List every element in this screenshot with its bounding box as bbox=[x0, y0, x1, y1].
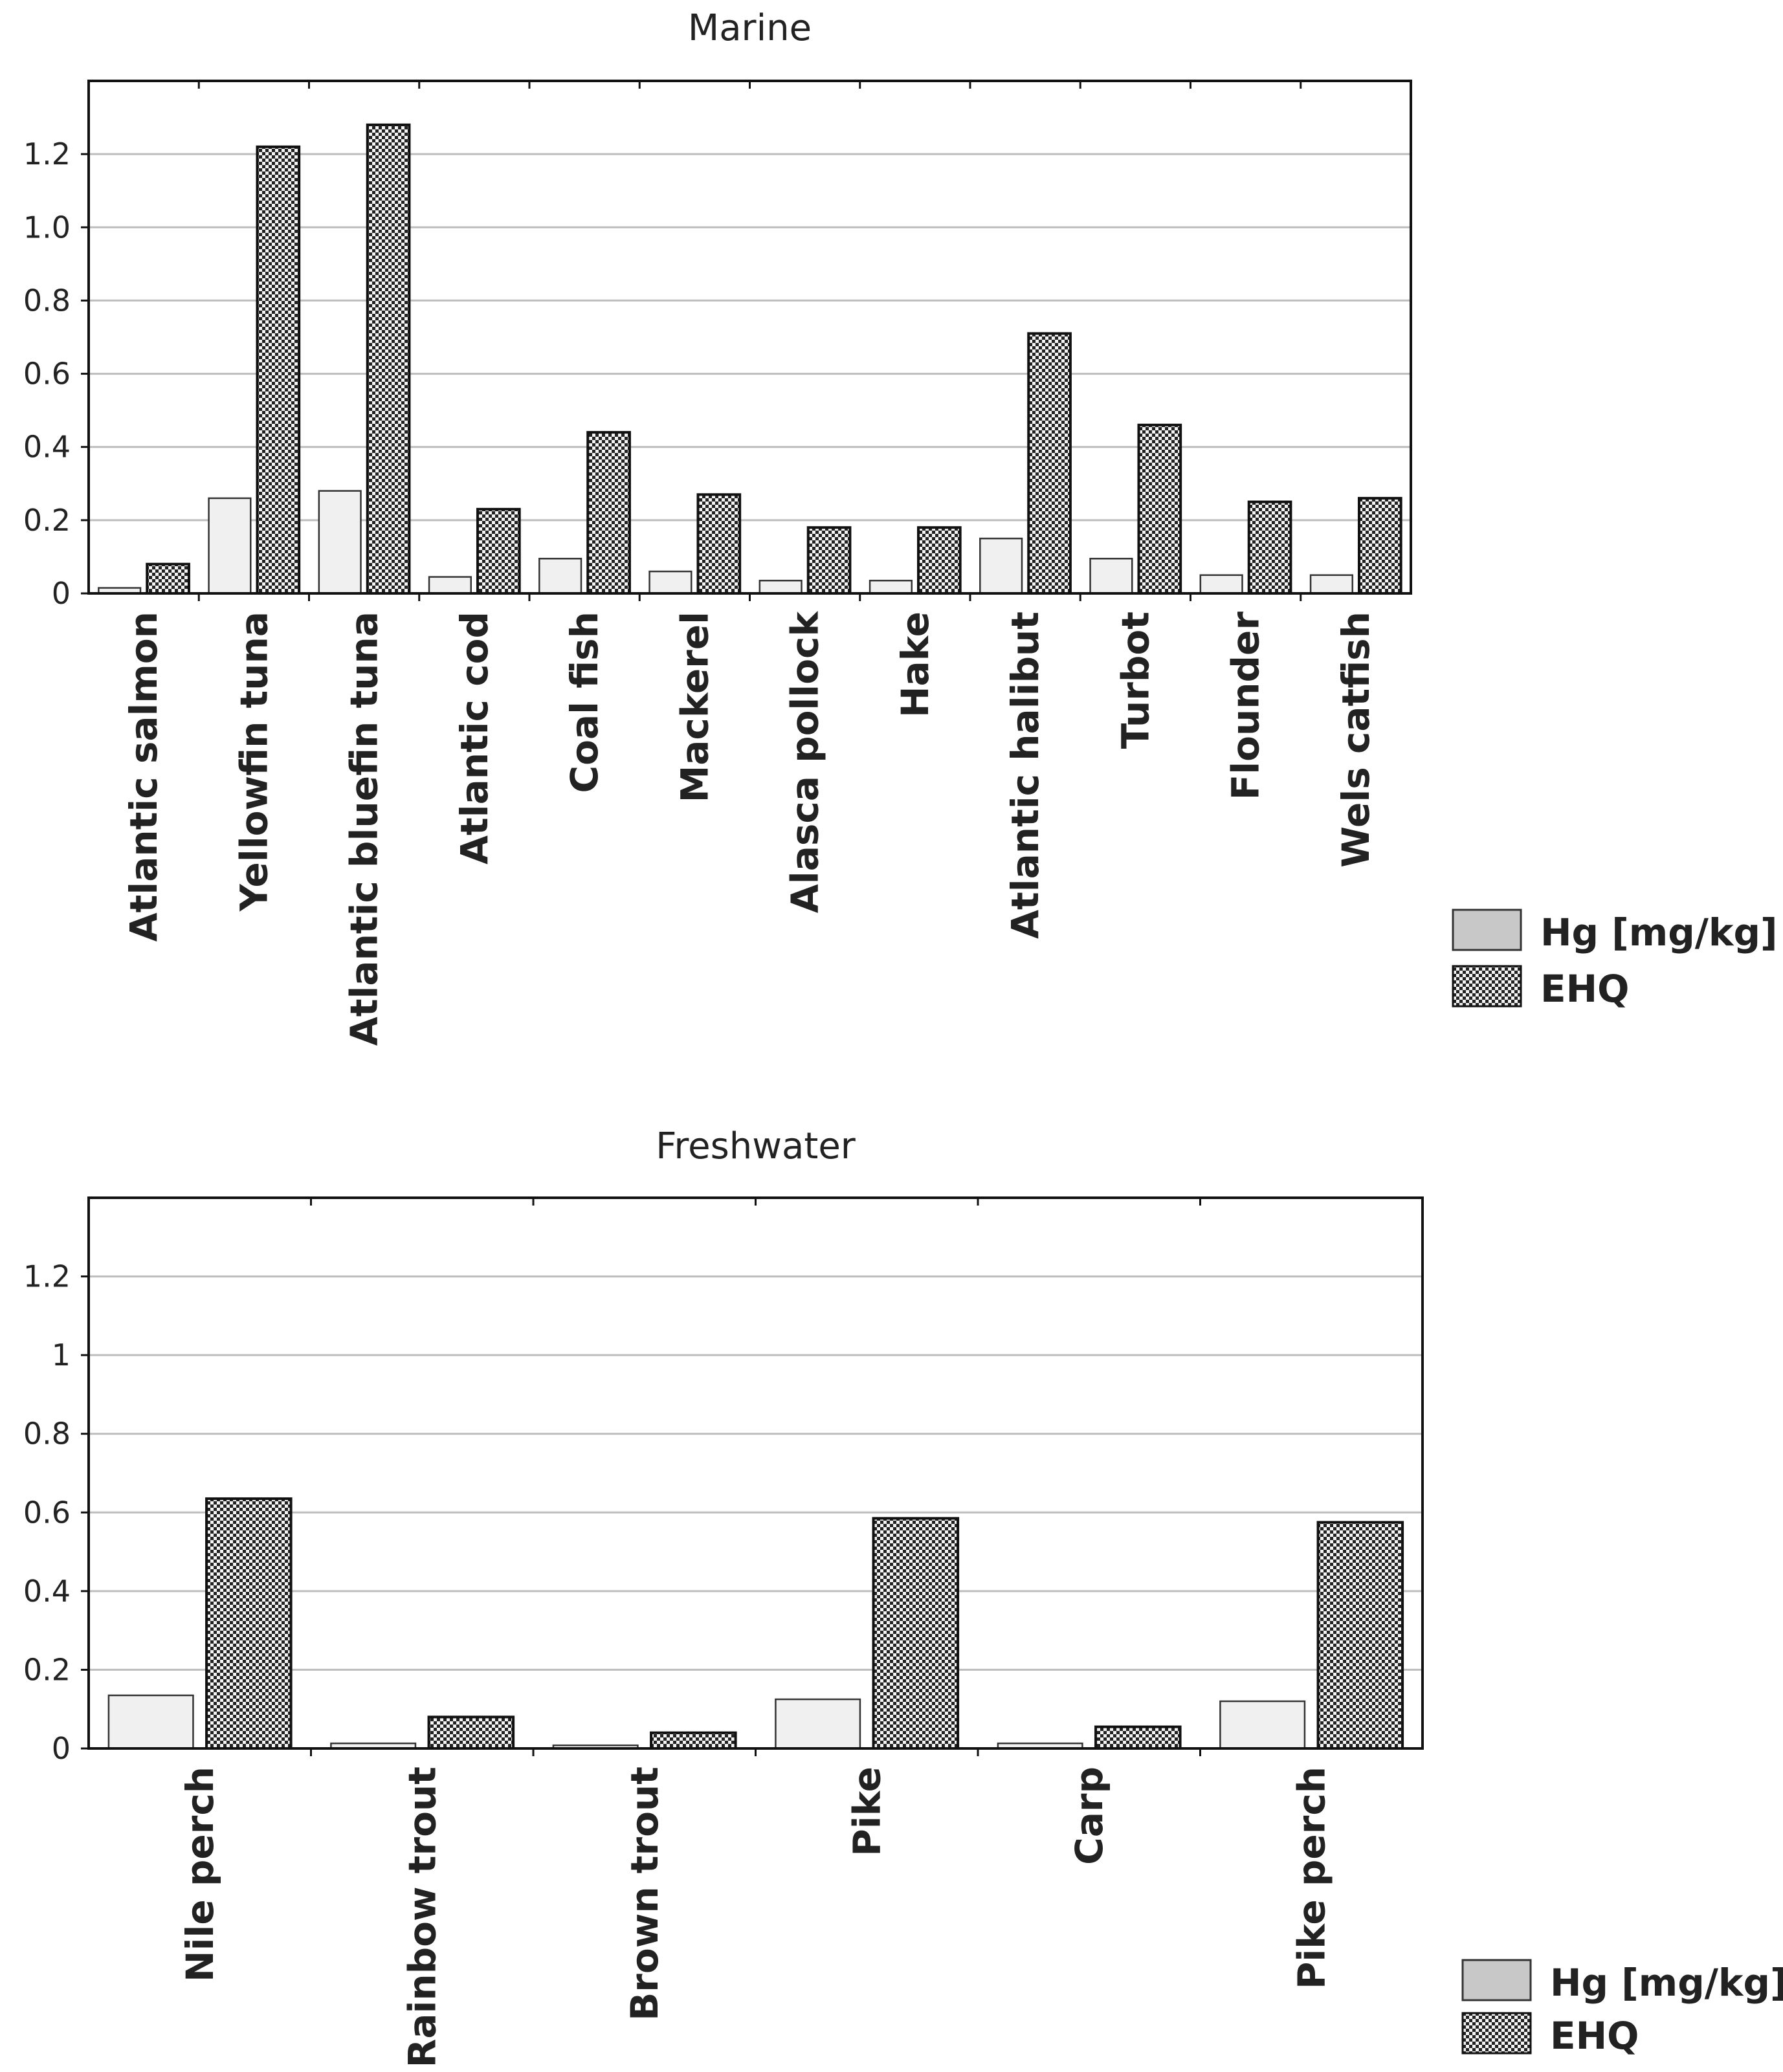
x-category-label: Wels catfish bbox=[1334, 612, 1378, 868]
y-tick-label: 0.8 bbox=[23, 283, 71, 318]
x-category-label: Mackerel bbox=[672, 612, 716, 802]
bar-hg-pike bbox=[775, 1698, 861, 1750]
bar-ehq-hake bbox=[916, 526, 962, 595]
legend-swatch-ehq bbox=[1452, 965, 1522, 1008]
x-category-label: Alasca pollock bbox=[783, 611, 827, 913]
bar-hg-turbot bbox=[1089, 558, 1133, 595]
x-category-label: Coal fish bbox=[562, 612, 606, 793]
bar-hg-atlantic-halibut bbox=[979, 537, 1023, 595]
bar-hg-wels-catfish bbox=[1309, 574, 1354, 595]
bar-ehq-mackerel bbox=[696, 493, 742, 595]
y-tick-label: 0.4 bbox=[23, 430, 71, 465]
bar-ehq-turbot bbox=[1137, 423, 1182, 595]
legend-swatch-hg bbox=[1452, 909, 1522, 951]
bar-ehq-wels-catfish bbox=[1357, 496, 1402, 595]
y-tick-label: 1.2 bbox=[23, 1259, 71, 1294]
bar-hg-nile-perch bbox=[107, 1694, 194, 1750]
bar-ehq-atlantic-halibut bbox=[1027, 332, 1072, 595]
y-tick-label: 0.6 bbox=[23, 357, 71, 391]
bar-ehq-brown-trout bbox=[650, 1731, 737, 1750]
x-category-label: Rainbow trout bbox=[400, 1767, 444, 2067]
bar-ehq-carp bbox=[1094, 1725, 1182, 1750]
legend-swatch-ehq bbox=[1461, 2012, 1532, 2055]
legend-label-hg: Hg [mg/kg] bbox=[1550, 1961, 1783, 2005]
plot-area bbox=[89, 1198, 1423, 1748]
legend-swatch-hg bbox=[1461, 1959, 1532, 2001]
y-tick-label: 0 bbox=[52, 576, 71, 611]
bar-ehq-alasca-pollock bbox=[806, 526, 852, 595]
legend-label-hg: Hg [mg/kg] bbox=[1540, 910, 1778, 954]
chart-title: Freshwater bbox=[656, 1125, 856, 1167]
bar-ehq-pike bbox=[872, 1517, 960, 1750]
bar-hg-alasca-pollock bbox=[759, 579, 803, 595]
y-tick-label: 0.2 bbox=[23, 1652, 71, 1687]
bar-ehq-atlantic-cod bbox=[476, 507, 521, 595]
x-category-label: Flounder bbox=[1224, 612, 1268, 800]
chart-title: Marine bbox=[688, 7, 812, 49]
bar-hg-mackerel bbox=[648, 570, 692, 595]
bar-hg-coal-fish bbox=[538, 558, 582, 595]
plot-area bbox=[89, 81, 1411, 593]
bar-ehq-atlantic-bluefin-tuna bbox=[366, 123, 411, 595]
y-tick-label: 1.0 bbox=[23, 210, 71, 245]
legend-label-ehq: EHQ bbox=[1550, 2014, 1639, 2058]
legend-label-ehq: EHQ bbox=[1540, 967, 1629, 1011]
legend: Hg [mg/kg] EHQ bbox=[1452, 909, 1778, 1011]
y-tick-label: 0.2 bbox=[23, 503, 71, 538]
bar-hg-flounder bbox=[1199, 574, 1243, 595]
marine-chart: 0 0.2 0.4 0.6 0.8 1.0 1.2 Atlantic salmon Yellow… bbox=[23, 7, 1778, 1046]
y-tick-label: 0 bbox=[52, 1731, 71, 1766]
bar-hg-pike-perch bbox=[1219, 1700, 1306, 1750]
x-category-label: Pike bbox=[845, 1767, 889, 1857]
y-tick-label: 1.2 bbox=[23, 137, 71, 171]
x-category-label: Carp bbox=[1067, 1767, 1111, 1865]
x-category-label: Atlantic halibut bbox=[1003, 612, 1047, 939]
freshwater-chart: 0 0.2 0.4 0.6 0.8 1 1.2 Nile perch Rainbow trout… bbox=[23, 1125, 1783, 2067]
x-category-label: Yellowfin tuna bbox=[232, 612, 276, 912]
y-tick-label: 0.4 bbox=[23, 1574, 71, 1609]
bar-ehq-coal-fish bbox=[586, 431, 631, 595]
x-category-label: Nile perch bbox=[178, 1767, 222, 1982]
bar-hg-atlantic-bluefin-tuna bbox=[318, 490, 362, 595]
plot-frame bbox=[87, 1196, 1424, 1750]
x-category-label: Brown trout bbox=[623, 1767, 667, 2021]
y-tick-label: 0.6 bbox=[23, 1495, 71, 1530]
x-category-label: Atlantic cod bbox=[452, 612, 496, 865]
bar-hg-yellowfin-tuna bbox=[208, 497, 252, 595]
plot-frame bbox=[87, 80, 1412, 595]
bar-ehq-nile-perch bbox=[205, 1497, 293, 1750]
bar-ehq-flounder bbox=[1247, 500, 1292, 595]
x-category-label: Turbot bbox=[1113, 612, 1157, 749]
bar-hg-atlantic-cod bbox=[428, 576, 472, 595]
y-tick-label: 0.8 bbox=[23, 1416, 71, 1451]
x-category-label: Atlantic salmon bbox=[122, 612, 166, 942]
y-tick-label: 1 bbox=[52, 1338, 71, 1372]
bar-ehq-yellowfin-tuna bbox=[256, 145, 301, 595]
x-category-label: Pike perch bbox=[1289, 1767, 1333, 1989]
legend: Hg [mg/kg] EHQ bbox=[1461, 1959, 1783, 2058]
bar-ehq-rainbow-trout bbox=[427, 1715, 515, 1750]
bar-hg-hake bbox=[869, 579, 913, 595]
bar-ehq-pike-perch bbox=[1316, 1521, 1404, 1750]
bar-ehq-atlantic-salmon bbox=[146, 562, 190, 595]
x-category-label: Atlantic bluefin tuna bbox=[342, 612, 386, 1046]
x-category-label: Hake bbox=[893, 612, 937, 718]
